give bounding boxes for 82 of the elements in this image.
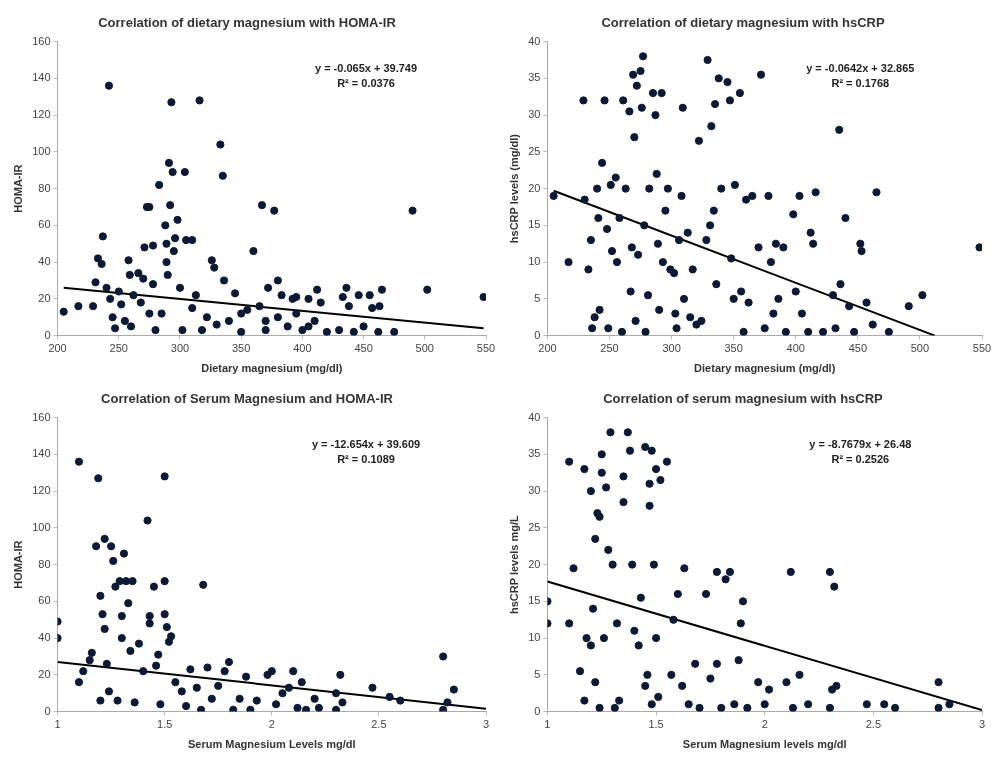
y-tick-label: 0: [44, 328, 51, 341]
y-tick-label: 100: [32, 144, 51, 157]
y-axis-title: hsCRP levels (mg/dl): [507, 133, 520, 244]
x-tick-label: 200: [538, 342, 557, 355]
y-tick-label: 80: [38, 181, 51, 194]
y-tick-label: 0: [534, 704, 541, 717]
y-axis-title: HOMA-IR: [11, 540, 24, 589]
y-tick-label: 15: [528, 218, 541, 231]
x-axis-title: Dietary magnesium (mg/dl): [201, 362, 343, 375]
x-tick-label: 400: [786, 342, 805, 355]
y-tick-label: 20: [528, 181, 541, 194]
y-tick-label: 60: [38, 594, 51, 607]
annotation: R² = 0.2526: [831, 453, 890, 466]
y-tick-label: 160: [32, 410, 51, 423]
x-tick-label: 2: [761, 718, 768, 731]
chart-title: Correlation of Serum Magnesium and HOMA-IR: [101, 391, 394, 407]
annotation: R² = 0.1089: [337, 453, 395, 466]
x-axis-title: Serum Magnesium levels mg/dl: [682, 738, 847, 751]
x-tick-label: 1: [544, 718, 551, 731]
y-tick-label: 120: [32, 108, 51, 121]
y-tick-label: 30: [528, 484, 541, 497]
y-tick-label: 0: [44, 704, 51, 717]
x-tick-label: 500: [415, 342, 434, 355]
x-tick-label: 350: [231, 342, 251, 355]
y-tick-label: 160: [32, 34, 51, 47]
y-tick-label: 100: [32, 520, 51, 533]
y-axis-title: HOMA-IR: [11, 164, 24, 213]
annotation: R² = 0.1768: [831, 77, 890, 90]
x-tick-label: 2.5: [371, 718, 387, 731]
y-tick-label: 20: [38, 667, 51, 680]
chart-title: Correlation of dietary magnesium with hsCRP: [601, 15, 885, 31]
x-tick-label: 550: [972, 342, 992, 355]
y-tick-label: 5: [534, 291, 541, 304]
y-tick-label: 30: [528, 108, 541, 121]
chart-title: Correlation of serum magnesium with hsCRP: [603, 391, 884, 407]
annotation: y = -8.7679x + 26.48: [809, 438, 912, 451]
y-tick-label: 120: [32, 484, 51, 497]
x-tick-label: 250: [600, 342, 619, 355]
x-tick-label: 550: [476, 342, 496, 355]
y-tick-label: 80: [38, 557, 51, 570]
y-tick-label: 140: [32, 447, 51, 460]
x-tick-label: 3: [978, 718, 986, 731]
y-tick-label: 20: [528, 557, 541, 570]
y-tick-label: 40: [528, 410, 541, 423]
y-tick-label: 40: [528, 34, 541, 47]
y-tick-label: 35: [528, 71, 541, 84]
annotation: y = -0.0642x + 32.865: [806, 62, 915, 75]
y-tick-label: 25: [528, 144, 541, 157]
x-tick-label: 450: [848, 342, 868, 355]
y-tick-label: 20: [38, 291, 51, 304]
x-tick-label: 350: [724, 342, 743, 355]
annotation: y = -12.654x + 39.609: [311, 438, 421, 451]
x-tick-label: 200: [48, 342, 67, 355]
x-tick-label: 1.5: [648, 718, 664, 731]
x-tick-label: 400: [293, 342, 312, 355]
x-tick-label: 2: [268, 718, 275, 731]
y-tick-label: 140: [32, 71, 51, 84]
y-tick-label: 35: [528, 447, 541, 460]
y-tick-label: 10: [528, 631, 541, 644]
chart-title: Correlation of dietary magnesium with HOMA-IR: [98, 15, 397, 31]
x-axis-title: Serum Magnesium Levels mg/dl: [188, 738, 356, 751]
y-tick-label: 5: [534, 667, 541, 680]
x-tick-label: 3: [482, 718, 490, 731]
x-tick-label: 300: [170, 342, 190, 355]
annotation: y = -0.065x + 39.749: [314, 62, 418, 75]
x-tick-label: 250: [109, 342, 128, 355]
y-tick-label: 40: [38, 255, 51, 268]
x-tick-label: 1: [54, 718, 61, 731]
y-tick-label: 15: [528, 594, 541, 607]
x-tick-label: 500: [910, 342, 930, 355]
x-tick-label: 450: [354, 342, 373, 355]
y-tick-label: 40: [38, 631, 51, 644]
y-tick-label: 25: [528, 520, 541, 533]
x-tick-label: 300: [662, 342, 681, 355]
annotation: R² = 0.0376: [337, 77, 395, 90]
y-tick-label: 60: [38, 218, 51, 231]
y-tick-label: 10: [528, 255, 541, 268]
y-axis-title: hsCRP levels mg/L: [507, 514, 520, 615]
y-tick-label: 0: [534, 328, 541, 341]
x-axis-title: Dietary magnesium (mg/dl): [694, 362, 836, 375]
x-tick-label: 1.5: [157, 718, 173, 731]
x-tick-label: 2.5: [865, 718, 882, 731]
